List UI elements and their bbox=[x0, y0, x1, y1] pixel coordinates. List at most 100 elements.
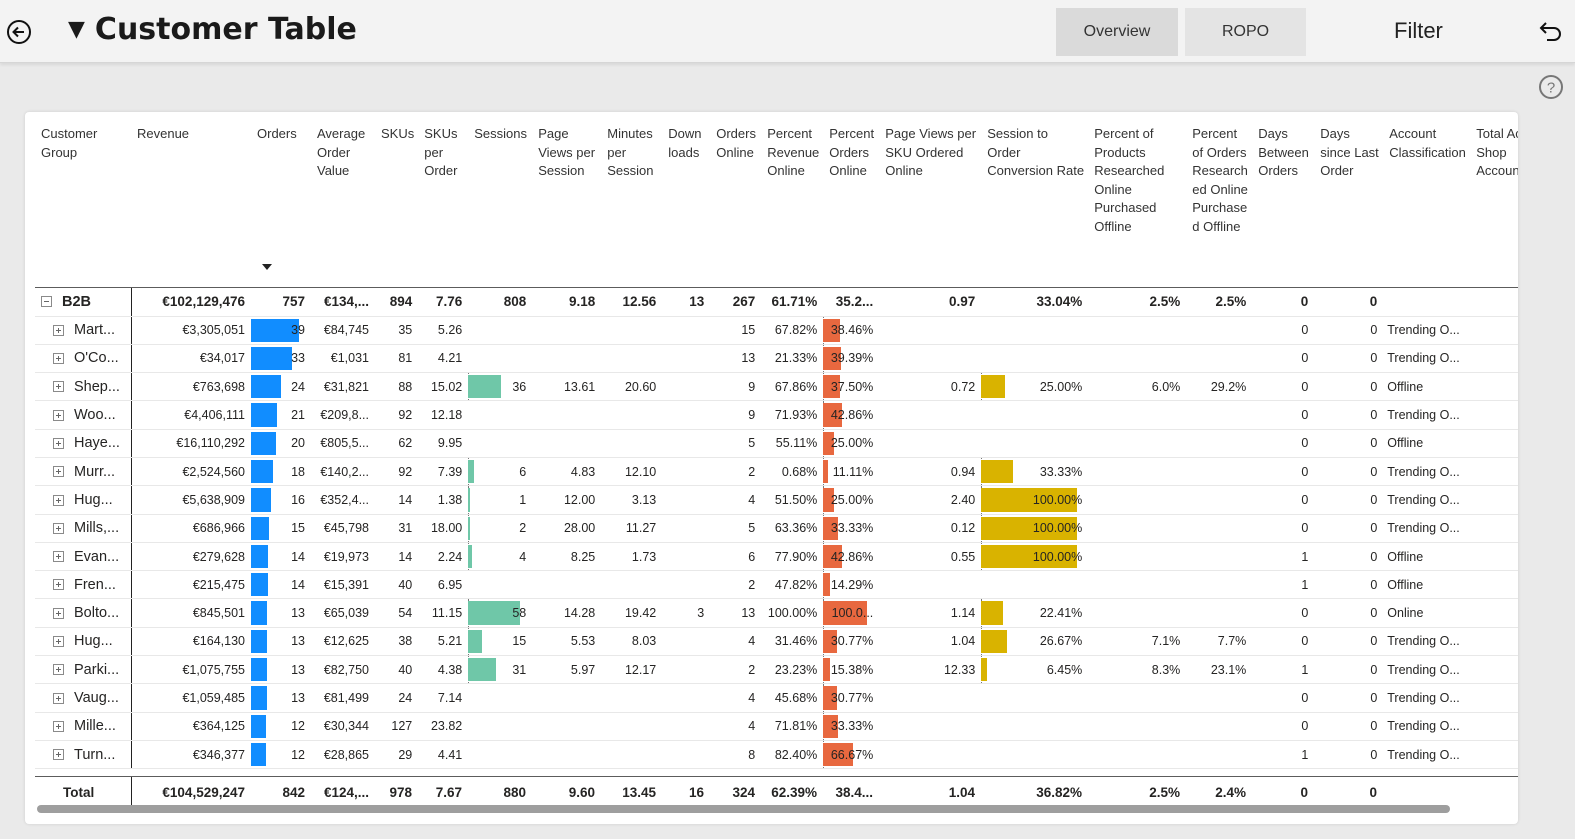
table-row[interactable]: Woo... €4,406,111 21 €209,8... 92 12.18 9 71.93… bbox=[35, 400, 1518, 430]
table-row[interactable]: Evan... €279,628 14 €19,973 14 2.24 4 8.25 1.73 6… bbox=[35, 542, 1518, 572]
expand-icon[interactable] bbox=[53, 720, 64, 732]
table-row[interactable]: Hug... €164,130 13 €12,625 38 5.21 15 5.53 8.03 4… bbox=[35, 627, 1518, 657]
table-row[interactable]: Turn... €346,377 12 €28,865 29 4.41 8 82.40% 66.… bbox=[35, 740, 1518, 770]
table-row[interactable]: Murr... €2,524,560 18 €140,2... 92 7.39 6 4.83 1… bbox=[35, 457, 1518, 487]
column-header[interactable]: Orders Online bbox=[710, 112, 762, 288]
table-row[interactable]: Hug... €5,638,909 16 €352,4... 14 1.38 1 12.00 3… bbox=[35, 485, 1518, 515]
column-header[interactable]: SKUs per Order bbox=[418, 112, 469, 288]
column-header[interactable]: Days Between Orders bbox=[1252, 112, 1315, 288]
table-row[interactable]: Fren... €215,475 14 €15,391 40 6.95 2 47.82% 14.… bbox=[35, 570, 1518, 600]
expand-icon[interactable] bbox=[53, 353, 64, 365]
column-header[interactable]: Revenue bbox=[131, 112, 251, 288]
table-row[interactable]: Bolto... €845,501 13 €65,039 54 11.15 58 14.28 1… bbox=[35, 598, 1518, 628]
expand-icon[interactable] bbox=[53, 579, 64, 591]
minutes-cell: 12.17 bbox=[601, 655, 663, 685]
column-header[interactable]: Down loads bbox=[662, 112, 711, 288]
table-group-row[interactable]: B2B €102,129,476 757 €134,... 894 7.76 808 9.18… bbox=[35, 287, 1518, 317]
days-since-last-order-cell: 0 bbox=[1314, 457, 1384, 487]
customer-name-cell[interactable]: Mille... bbox=[35, 712, 132, 741]
filter-button[interactable]: Filter bbox=[1394, 18, 1443, 43]
customer-name-cell[interactable]: Parki... bbox=[35, 655, 132, 685]
column-header[interactable]: Total Ac Shop Account bbox=[1470, 112, 1518, 288]
column-header[interactable]: Sessions bbox=[468, 112, 533, 288]
bar-cell-value: 33 bbox=[291, 351, 305, 366]
expand-icon[interactable] bbox=[53, 522, 64, 534]
column-header[interactable]: Percent Orders Online bbox=[823, 112, 880, 288]
column-header[interactable]: SKUs bbox=[375, 112, 419, 288]
page-views-cell: 4.83 bbox=[532, 457, 602, 487]
expand-icon[interactable] bbox=[53, 324, 64, 336]
column-header[interactable]: Percent of Products Researched Online Pu… bbox=[1088, 112, 1187, 288]
table-row[interactable]: Mills,... €686,966 15 €45,798 31 18.00 2 28.00 1… bbox=[35, 514, 1518, 543]
sort-descending-icon[interactable] bbox=[262, 264, 272, 270]
column-header[interactable]: Orders bbox=[251, 112, 311, 288]
products-researched-cell: 8.3% bbox=[1088, 655, 1187, 685]
aov-cell: €352,4... bbox=[311, 485, 375, 515]
orders-online-cell: 15 bbox=[710, 316, 762, 345]
caret-down-icon[interactable]: ▼ bbox=[68, 17, 85, 42]
column-header[interactable]: Average Order Value bbox=[311, 112, 375, 288]
skus-cell: 88 bbox=[375, 372, 419, 402]
column-header[interactable]: Minutes per Session bbox=[601, 112, 663, 288]
customer-name-cell[interactable]: Shep... bbox=[35, 372, 132, 402]
customer-name-cell[interactable]: Mart... bbox=[35, 316, 132, 345]
group-total-cell: 9.18 bbox=[532, 287, 602, 317]
expand-icon[interactable] bbox=[53, 466, 64, 478]
table-row[interactable]: Shep... €763,698 24 €31,821 88 15.02 36 13.61 20… bbox=[35, 372, 1518, 402]
expand-icon[interactable] bbox=[53, 607, 64, 619]
bar-cell bbox=[468, 570, 533, 600]
column-header[interactable]: Percent Revenue Online bbox=[761, 112, 824, 288]
expand-icon[interactable] bbox=[53, 381, 64, 393]
orders-researched-cell bbox=[1186, 429, 1253, 458]
customer-name-cell[interactable]: Evan... bbox=[35, 542, 132, 572]
customer-name-cell[interactable]: Haye... bbox=[35, 429, 132, 458]
table-row[interactable]: Mille... €364,125 12 €30,344 127 23.82 4 71.81%… bbox=[35, 712, 1518, 741]
page-views-per-sku-cell bbox=[879, 740, 982, 770]
table-row[interactable]: Vaug... €1,059,485 13 €81,499 24 7.14 4 45.68% 3… bbox=[35, 683, 1518, 713]
customer-name-cell[interactable]: Woo... bbox=[35, 400, 132, 430]
expand-icon[interactable] bbox=[53, 551, 64, 563]
customer-name-cell[interactable]: Mills,... bbox=[35, 514, 132, 543]
expand-icon[interactable] bbox=[53, 438, 64, 449]
customer-name-cell[interactable]: Fren... bbox=[35, 570, 132, 600]
bar-cell-value: 25.00% bbox=[830, 492, 874, 507]
customer-name-cell[interactable]: Hug... bbox=[35, 485, 132, 515]
collapse-icon[interactable] bbox=[41, 296, 52, 308]
column-header[interactable]: Session to Order Conversion Rate bbox=[981, 112, 1089, 288]
table-row[interactable]: O'Co... €34,017 33 €1,031 81 4.21 13 21.33% 39.3… bbox=[35, 344, 1518, 374]
column-header[interactable]: Page Views per Session bbox=[532, 112, 602, 288]
customer-name-cell[interactable]: Hug... bbox=[35, 627, 132, 657]
customer-name-cell[interactable]: Bolto... bbox=[35, 598, 132, 628]
reset-icon[interactable] bbox=[1536, 16, 1566, 46]
customer-name-cell[interactable]: Turn... bbox=[35, 740, 132, 770]
horizontal-scrollbar[interactable] bbox=[37, 805, 1450, 813]
back-arrow-icon[interactable] bbox=[6, 19, 32, 45]
customer-name-cell[interactable]: Murr... bbox=[35, 457, 132, 487]
page-title[interactable]: ▼ Customer Table bbox=[68, 12, 357, 47]
orders-online-bar bbox=[823, 601, 868, 625]
bar-cell: 25.00% bbox=[823, 485, 880, 515]
table-row[interactable]: Mart... €3,305,051 39 €84,745 35 5.26 15 67.82%… bbox=[35, 316, 1518, 345]
expand-icon[interactable] bbox=[53, 409, 64, 421]
expand-icon[interactable] bbox=[53, 664, 64, 676]
days-since-last-order-cell: 0 bbox=[1314, 429, 1384, 458]
column-header[interactable]: Customer Group bbox=[35, 112, 131, 288]
column-header[interactable]: Page Views per SKU Ordered Online bbox=[879, 112, 982, 288]
expand-icon[interactable] bbox=[53, 749, 64, 761]
help-icon[interactable]: ? bbox=[1538, 74, 1564, 100]
tab-overview[interactable]: Overview bbox=[1056, 8, 1178, 56]
expand-icon[interactable] bbox=[53, 494, 64, 506]
column-header[interactable]: Percent of Orders Research ed Online Pur… bbox=[1186, 112, 1253, 288]
page-views-per-sku-cell bbox=[879, 400, 982, 430]
customer-name-cell[interactable]: O'Co... bbox=[35, 344, 132, 374]
table-row[interactable]: Parki... €1,075,755 13 €82,750 40 4.38 31 5.97 1… bbox=[35, 655, 1518, 685]
group-cell[interactable]: B2B bbox=[35, 287, 132, 317]
column-header[interactable]: Days since Last Order bbox=[1314, 112, 1384, 288]
total-account-cell bbox=[1470, 740, 1518, 770]
column-header[interactable]: Account Classification bbox=[1383, 112, 1471, 288]
customer-name-cell[interactable]: Vaug... bbox=[35, 683, 132, 713]
expand-icon[interactable] bbox=[53, 692, 64, 704]
tab-ropo[interactable]: ROPO bbox=[1185, 8, 1306, 56]
expand-icon[interactable] bbox=[53, 636, 64, 648]
table-row[interactable]: Haye... €16,110,292 20 €805,5... 62 9.95 5 55.1… bbox=[35, 429, 1518, 458]
